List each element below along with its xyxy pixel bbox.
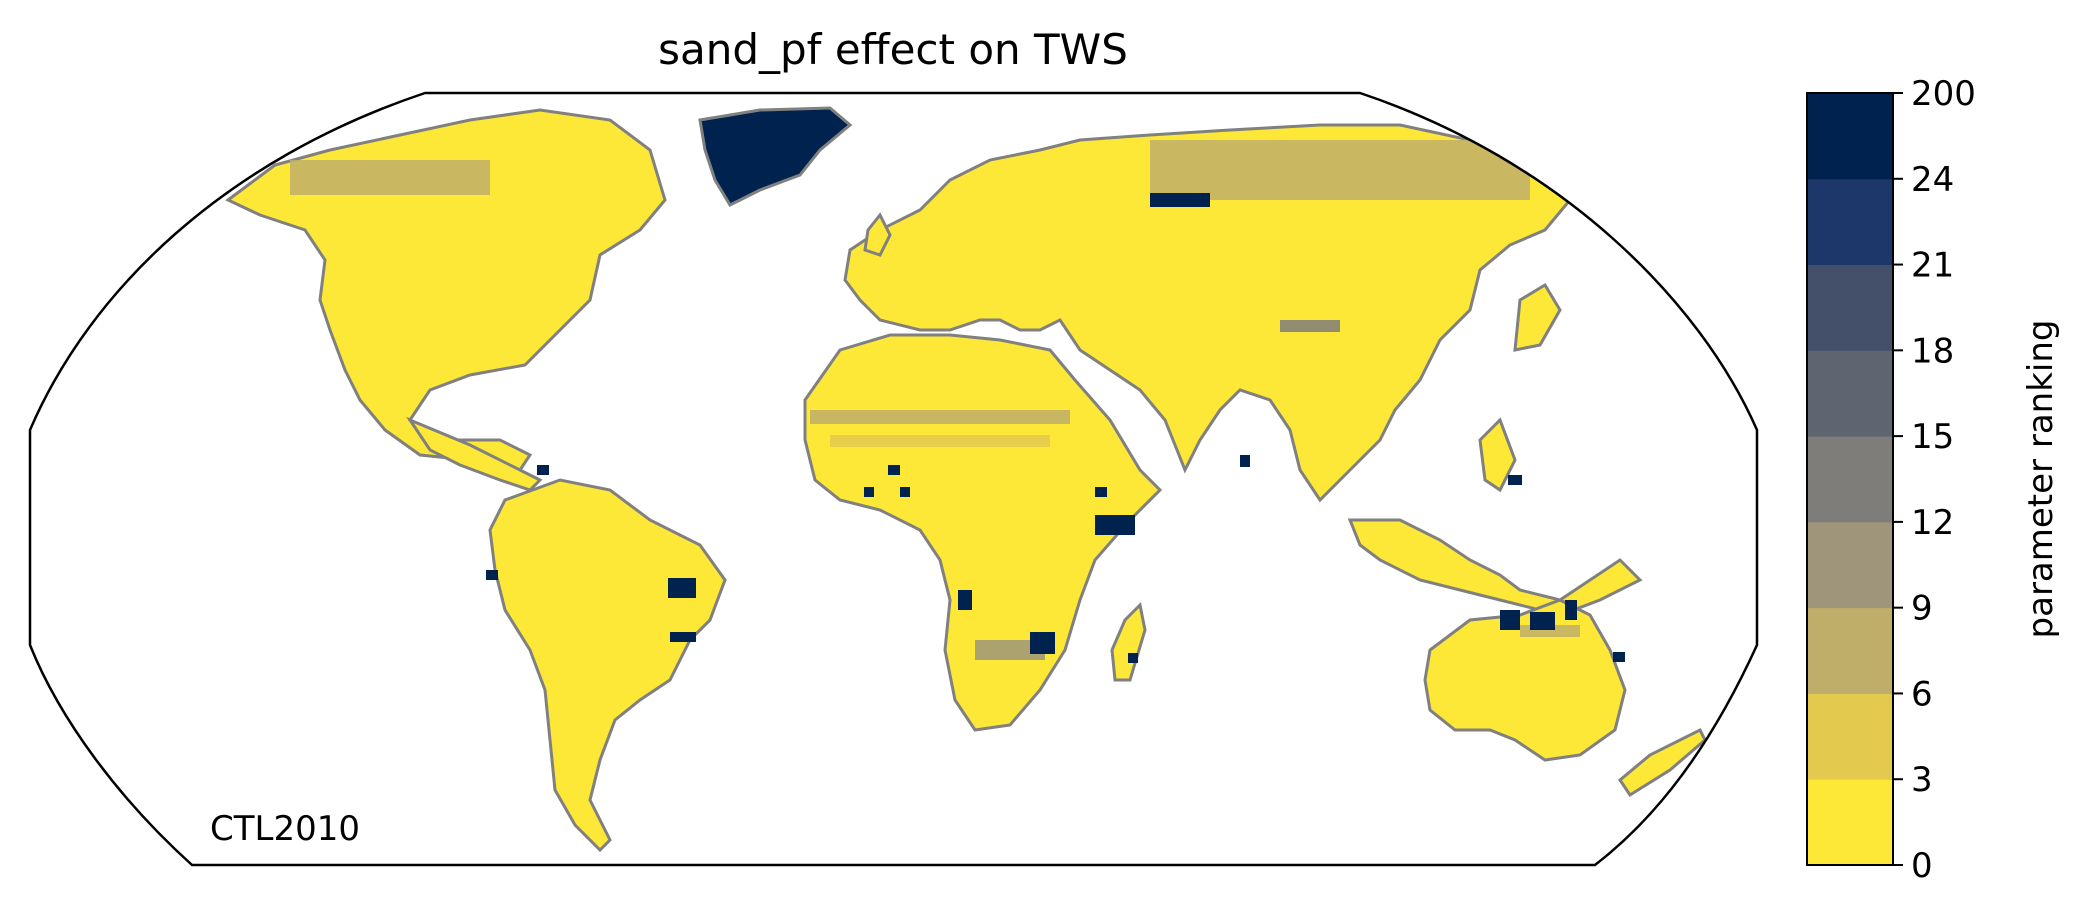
- colorbar-tick-label: 15: [1911, 417, 1954, 457]
- colorbar-tick-label: 24: [1911, 160, 1954, 200]
- colorbar-cell: [1807, 264, 1893, 351]
- rank-cell-siberia-high: [1150, 193, 1210, 207]
- moderate-rank-cells: [290, 140, 1580, 660]
- rank-cell-congo: [958, 590, 972, 610]
- land-madagascar: [1110, 601, 1147, 682]
- colorbar-tick-label: 21: [1911, 246, 1954, 286]
- rank-cell-n-australia-2: [1530, 612, 1555, 630]
- colorbar-tick-label: 200: [1911, 74, 1976, 114]
- land-north-america: [225, 108, 667, 472]
- rank-cell-east-africa-2: [1095, 487, 1107, 497]
- rank-cell-n-australia-1: [1500, 610, 1520, 630]
- rank-cell-sahel-2: [830, 435, 1050, 447]
- land-layer: [225, 106, 1707, 853]
- rank-cell-west-amazon: [486, 570, 498, 580]
- rank-cell-e-australia: [1613, 652, 1625, 662]
- colorbar-ticks: 0 3 6 9 12 15 18 21 24 200: [1893, 74, 1976, 886]
- run-label: CTL2010: [210, 809, 360, 849]
- map-title: sand_pf effect on TWS: [658, 25, 1128, 74]
- land-east-asia-islands: [1478, 417, 1517, 493]
- rank-cell-n-australia-3: [1565, 600, 1577, 620]
- colorbar-cell: [1807, 93, 1893, 180]
- rank-cell-canada-arctic: [290, 160, 490, 195]
- rank-cell-central-africa-2: [900, 487, 910, 497]
- colorbar-tick-label: 0: [1911, 846, 1933, 886]
- rank-cell-india: [1240, 455, 1250, 467]
- globe-outline: [28, 91, 1759, 867]
- colorbar-tick-label: 6: [1911, 674, 1933, 714]
- colorbar-frame: [1806, 92, 1894, 866]
- rank-cell-central-america: [537, 465, 549, 475]
- colorbar: 0 3 6 9 12 15 18 21 24 200 parameter ranking: [1806, 74, 2061, 886]
- land-eurasia: [843, 123, 1573, 503]
- rank-cell-amazon-1: [668, 578, 696, 598]
- rank-cell-west-africa: [864, 487, 874, 497]
- colorbar-tick-label: 18: [1911, 331, 1954, 371]
- rank-cell-south-africa: [975, 640, 1045, 660]
- colorbar-label: parameter ranking: [2021, 320, 2061, 639]
- colorbar-cell: [1807, 436, 1893, 523]
- land-greenland: [698, 106, 853, 207]
- map-panel: CTL2010: [28, 91, 1759, 867]
- colorbar-cell: [1807, 350, 1893, 437]
- colorbar-cell: [1807, 178, 1893, 266]
- rank-cell-siberia: [1150, 140, 1530, 200]
- colorbar-tick-label: 12: [1911, 503, 1954, 543]
- rank-cell-southern-africa: [1030, 632, 1055, 654]
- colorbar-tick-label: 3: [1911, 760, 1933, 800]
- land-se-asia-islands: [1347, 518, 1643, 617]
- rank-cell-madagascar-high: [1128, 653, 1138, 663]
- land-south-america: [488, 478, 727, 853]
- colorbar-cell: [1807, 521, 1893, 609]
- rank-cell-sahel-1: [810, 410, 1070, 424]
- colorbar-cell: [1807, 693, 1893, 780]
- rank-cell-mongolia: [1280, 320, 1340, 332]
- rank-cell-amazon-2: [670, 632, 696, 642]
- land-great-britain: [863, 212, 892, 257]
- land-japan: [1513, 282, 1562, 352]
- colorbar-cells: [1807, 93, 1893, 866]
- rank-cell-east-africa: [1095, 515, 1135, 535]
- colorbar-tick-label: 9: [1911, 589, 1933, 629]
- rank-cell-central-africa-1: [888, 465, 900, 475]
- rank-cell-indonesia: [1508, 475, 1522, 485]
- colorbar-cell: [1807, 779, 1893, 866]
- colorbar-cell: [1807, 607, 1893, 694]
- high-rank-cells: [486, 193, 1625, 663]
- land-australia: [1423, 598, 1627, 762]
- land-africa: [803, 333, 1163, 732]
